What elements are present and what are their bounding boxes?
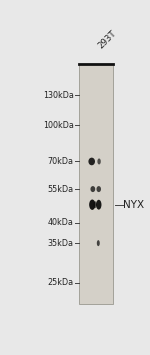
Bar <box>79 64 113 304</box>
Ellipse shape <box>97 240 100 246</box>
Ellipse shape <box>90 186 95 192</box>
Ellipse shape <box>96 186 101 192</box>
Text: 293T: 293T <box>96 29 118 50</box>
Ellipse shape <box>96 200 102 209</box>
Text: 70kDa: 70kDa <box>48 157 74 166</box>
Text: 130kDa: 130kDa <box>43 91 74 100</box>
Ellipse shape <box>88 158 95 165</box>
Text: 55kDa: 55kDa <box>48 185 74 193</box>
Text: 100kDa: 100kDa <box>43 121 74 130</box>
Ellipse shape <box>93 201 97 208</box>
Text: NYX: NYX <box>123 200 144 210</box>
Text: 35kDa: 35kDa <box>48 239 74 248</box>
Text: 25kDa: 25kDa <box>48 278 74 287</box>
Ellipse shape <box>97 158 101 164</box>
Text: 40kDa: 40kDa <box>48 218 74 227</box>
Ellipse shape <box>89 200 95 210</box>
